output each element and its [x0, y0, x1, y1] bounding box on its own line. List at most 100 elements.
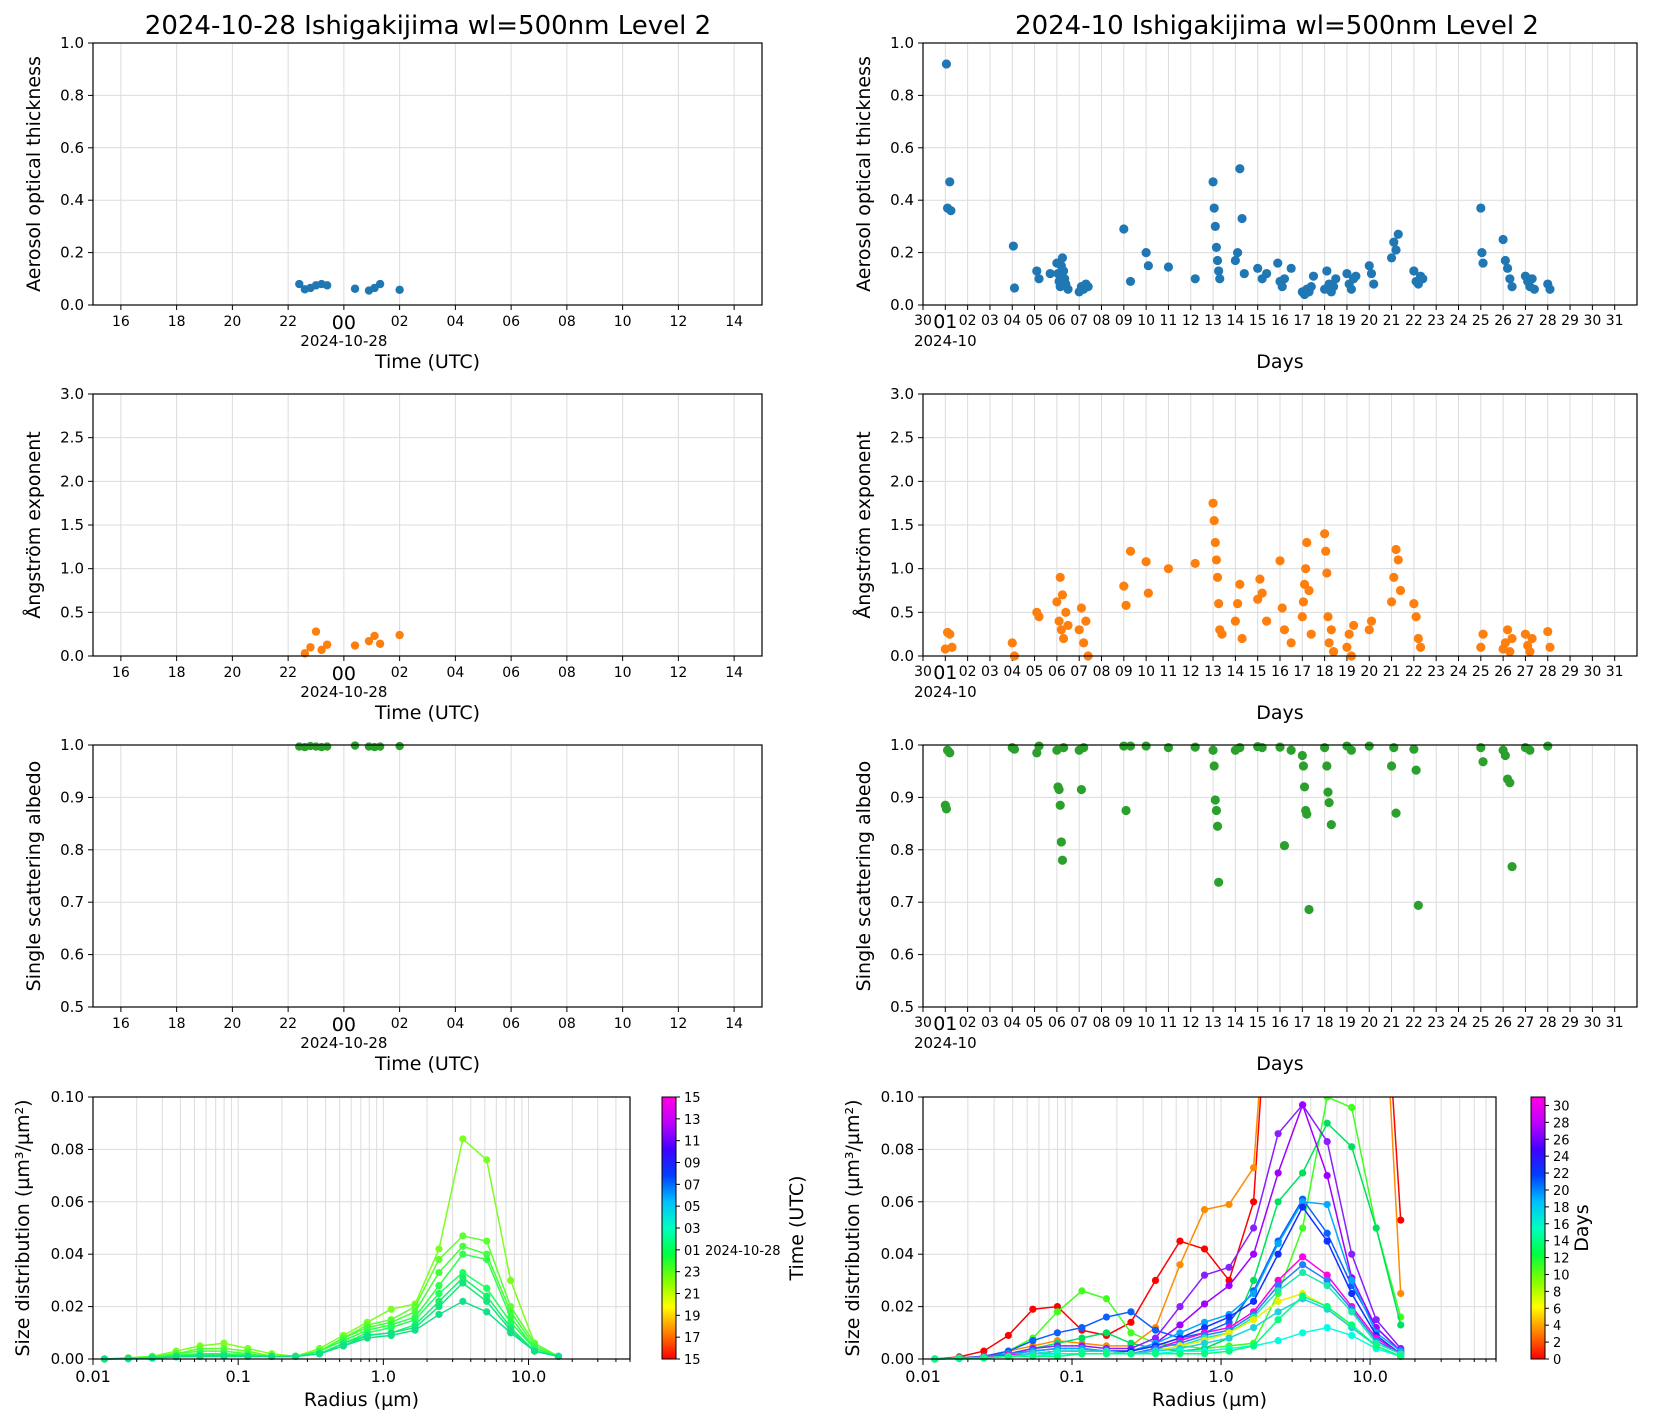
monthly_size_distribution-series-point [1323, 1229, 1331, 1237]
daily_ssa-x-tick-label: 10 [614, 1016, 632, 1032]
monthly_size_distribution-series-point [1225, 1334, 1233, 1342]
monthly_aot-x-tick-label: 10 [1137, 313, 1155, 329]
monthly_aot-point [1286, 263, 1296, 273]
daily_aot-point [322, 281, 332, 290]
monthly_size_distribution-series-point [1348, 831, 1355, 838]
monthly_size_distribution-series-point [1372, 1316, 1380, 1324]
daily_size_distribution-colorbar-tick-label: 03 [684, 1222, 701, 1237]
monthly_ssa-y-tick-label: 0.9 [890, 788, 914, 806]
monthly_aot-point [1328, 282, 1339, 292]
monthly_size_distribution-series-point [1348, 1143, 1356, 1151]
monthly_angstrom-x-tick-label: 09 [1115, 664, 1133, 680]
monthly_angstrom-x-tick-label: 03 [981, 664, 999, 680]
daily_angstrom-y-tick-label: 2.0 [60, 472, 84, 490]
monthly_size_distribution-series-point [1225, 1200, 1233, 1209]
monthly_ssa-point [1409, 744, 1419, 754]
daily_ssa-x-tick-label: 08 [558, 1016, 576, 1032]
monthly_ssa-ylabel: Single scattering albedo [853, 761, 875, 992]
monthly_aot-ylabel: Aerosol optical thickness [853, 56, 875, 292]
daily_angstrom-point [311, 627, 321, 636]
monthly_ssa-point [1209, 761, 1219, 771]
monthly_aot-point [1253, 263, 1263, 273]
monthly_size_distribution-panel: 0.00 0.02 0.04 0.06 0.08 0.10 0.01 0.1 1.0 10.0 Ra… [842, 831, 1593, 1411]
monthly_size_distribution-series-point [1029, 1337, 1037, 1345]
monthly_ssa-point [1057, 855, 1068, 865]
monthly_ssa-point [1034, 741, 1044, 751]
monthly_size_distribution-colorbar-tick-label: 22 [1553, 1167, 1570, 1182]
monthly_angstrom-point [1230, 616, 1240, 626]
daily_size_distribution-series-point [363, 1334, 371, 1342]
daily_size_distribution-colorbar-tick-label: 19 [684, 1309, 701, 1324]
monthly_aot-point [941, 59, 952, 69]
daily_size_distribution-series-point [459, 1242, 467, 1250]
monthly_ssa-panel: 0.50.60.70.80.91.030 01 02 03 04 05 06 07 08 09 10… [853, 736, 1638, 1075]
monthly_size_distribution-colorbar-tick-label: 24 [1553, 1150, 1570, 1165]
daily_size_distribution-series-point [459, 1279, 467, 1287]
monthly_aot-point [1391, 245, 1401, 255]
monthly_aot-point [1507, 282, 1517, 292]
monthly_size_distribution-series-point [1275, 831, 1282, 838]
monthly_size_distribution-series-point [1373, 831, 1380, 838]
daily_size_distribution-series-point [459, 1297, 467, 1305]
monthly_aot-point [1306, 282, 1316, 292]
daily_size_distribution-colorbar-label: Time (UTC) [786, 1175, 808, 1281]
monthly_angstrom-point [1275, 556, 1285, 566]
monthly_size_distribution-series-point [1323, 1200, 1331, 1209]
monthly_angstrom-point [1301, 564, 1311, 574]
monthly_angstrom-point [1055, 572, 1065, 583]
monthly_ssa-point [1391, 808, 1401, 818]
monthly_ssa-point [1076, 784, 1087, 795]
monthly_aot-point [1364, 261, 1374, 271]
monthly_ssa-points [940, 741, 1553, 915]
monthly_size_distribution-series-point [1348, 1103, 1356, 1112]
monthly_ssa-point [1507, 861, 1517, 872]
monthly_angstrom-x-tick-label: 26 [1494, 664, 1512, 680]
monthly_size_distribution-series-point [1004, 1331, 1012, 1340]
daily_ssa-point [395, 741, 404, 751]
monthly_size_distribution-series-point [1397, 1289, 1405, 1298]
monthly_aot-point [1209, 203, 1219, 213]
daily_ssa-x-tick-label: 06 [502, 1016, 520, 1032]
monthly_size_distribution-series-point [1249, 1198, 1258, 1206]
panels-group: 0.00.20.40.60.81.016 18 20 22 00 02 04 06 08 10 12… [12, 34, 1638, 1411]
daily_size_distribution-colorbar-tick-label: 13 [684, 1113, 701, 1128]
monthly_size_distribution-colorbar-tick-label: 8 [1553, 1285, 1561, 1300]
monthly_ssa-point [1055, 800, 1065, 810]
monthly_aot-x-tick-label: 30 [1583, 313, 1601, 329]
monthly_size_distribution-y-tick-label: 0.10 [881, 1088, 914, 1106]
monthly_ssa-x-tick-label: 07 [1070, 1015, 1088, 1031]
daily_size_distribution-x-tick-label: 10.0 [511, 1367, 547, 1386]
monthly_size_distribution-series-point [1176, 1261, 1184, 1269]
monthly_ssa-point [1411, 765, 1421, 775]
monthly_aot-x-tick-label: 18 [1316, 313, 1334, 329]
monthly_ssa-point [1326, 820, 1336, 830]
monthly_angstrom-point [1279, 625, 1290, 635]
monthly_angstrom-point [1054, 616, 1064, 626]
daily_size_distribution-series-point [291, 1352, 300, 1360]
monthly_angstrom-x-tick-label: 10 [1137, 664, 1155, 680]
daily_ssa-frame [92, 744, 763, 1008]
daily_size_distribution-series-point [435, 1310, 443, 1319]
monthly_aot-point [1366, 268, 1377, 279]
monthly_ssa-y-tick-label: 0.7 [890, 893, 914, 911]
monthly_angstrom-point [1502, 625, 1513, 635]
monthly_aot-point [1331, 274, 1341, 284]
daily_size_distribution-series-point [530, 1347, 539, 1355]
monthly_angstrom-point [1342, 642, 1352, 652]
daily_aot-point [375, 279, 385, 289]
monthly_ssa-point [1279, 841, 1290, 851]
monthly_aot-point [1125, 276, 1136, 287]
monthly_aot-point [1346, 284, 1356, 294]
monthly_aot-point [945, 177, 955, 187]
monthly_size_distribution-colorbar-tick-label: 4 [1553, 1319, 1561, 1334]
daily_aot-x-tick-label: 08 [558, 314, 576, 330]
daily_size_distribution-series [100, 1135, 563, 1363]
monthly_ssa-x-tick-label: 04 [1003, 1015, 1021, 1031]
monthly_angstrom-point [1386, 597, 1397, 607]
monthly_size_distribution-series-point [1249, 1297, 1258, 1305]
monthly_size_distribution-colorbar-label: Days [1571, 1204, 1593, 1251]
daily_size_distribution-series-point [483, 1250, 491, 1258]
monthly_ssa-y-tick-label: 0.8 [890, 841, 914, 859]
monthly_aot-point [946, 206, 956, 216]
monthly_angstrom-point [1121, 600, 1131, 610]
